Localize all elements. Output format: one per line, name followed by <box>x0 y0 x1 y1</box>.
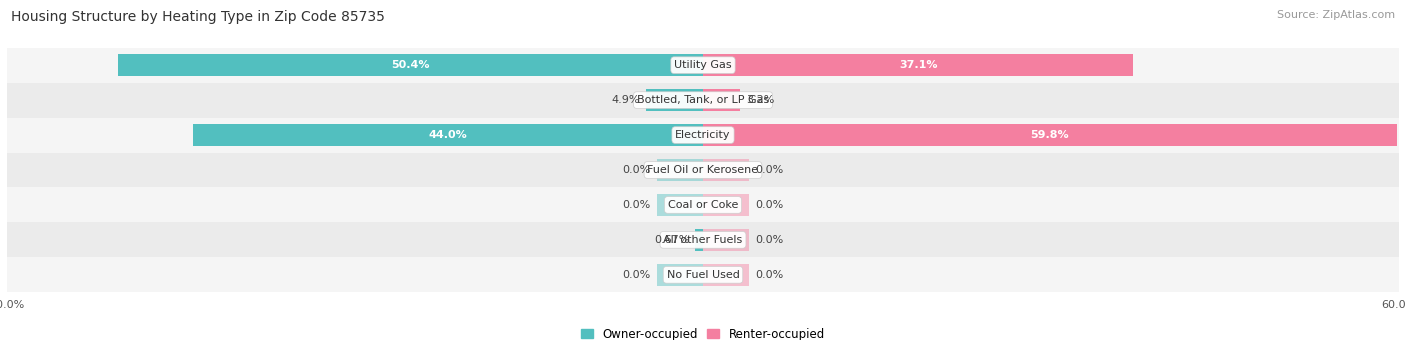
Text: 44.0%: 44.0% <box>429 130 467 140</box>
Bar <box>7 257 1399 292</box>
Bar <box>703 54 1133 76</box>
Text: 0.0%: 0.0% <box>755 270 783 280</box>
Text: 0.0%: 0.0% <box>623 270 651 280</box>
Text: 0.0%: 0.0% <box>623 200 651 210</box>
Bar <box>703 159 749 181</box>
Bar <box>703 124 1396 146</box>
Text: 0.0%: 0.0% <box>623 165 651 175</box>
Text: 4.9%: 4.9% <box>612 95 640 105</box>
Text: Housing Structure by Heating Type in Zip Code 85735: Housing Structure by Heating Type in Zip… <box>11 10 385 24</box>
Text: 59.8%: 59.8% <box>1031 130 1069 140</box>
Bar <box>7 118 1399 153</box>
Text: 3.2%: 3.2% <box>747 95 775 105</box>
Text: 0.0%: 0.0% <box>755 235 783 245</box>
Bar <box>657 194 703 216</box>
Bar <box>657 264 703 286</box>
Bar <box>7 83 1399 118</box>
Bar <box>703 194 749 216</box>
Legend: Owner-occupied, Renter-occupied: Owner-occupied, Renter-occupied <box>576 323 830 340</box>
Bar <box>647 89 703 111</box>
Text: Coal or Coke: Coal or Coke <box>668 200 738 210</box>
Text: Utility Gas: Utility Gas <box>675 60 731 70</box>
Text: Source: ZipAtlas.com: Source: ZipAtlas.com <box>1277 10 1395 20</box>
Bar <box>657 159 703 181</box>
Bar <box>703 89 740 111</box>
Bar <box>703 229 749 251</box>
Text: Bottled, Tank, or LP Gas: Bottled, Tank, or LP Gas <box>637 95 769 105</box>
Text: 37.1%: 37.1% <box>898 60 938 70</box>
Text: 0.67%: 0.67% <box>654 235 689 245</box>
Bar <box>7 48 1399 83</box>
Text: Electricity: Electricity <box>675 130 731 140</box>
Bar <box>193 124 703 146</box>
Text: No Fuel Used: No Fuel Used <box>666 270 740 280</box>
Text: 0.0%: 0.0% <box>755 200 783 210</box>
Bar <box>7 222 1399 257</box>
Text: All other Fuels: All other Fuels <box>664 235 742 245</box>
Bar <box>118 54 703 76</box>
Bar <box>695 229 703 251</box>
Bar <box>703 264 749 286</box>
Bar <box>7 153 1399 187</box>
Text: Fuel Oil or Kerosene: Fuel Oil or Kerosene <box>647 165 759 175</box>
Bar <box>7 187 1399 222</box>
Text: 50.4%: 50.4% <box>391 60 430 70</box>
Text: 0.0%: 0.0% <box>755 165 783 175</box>
